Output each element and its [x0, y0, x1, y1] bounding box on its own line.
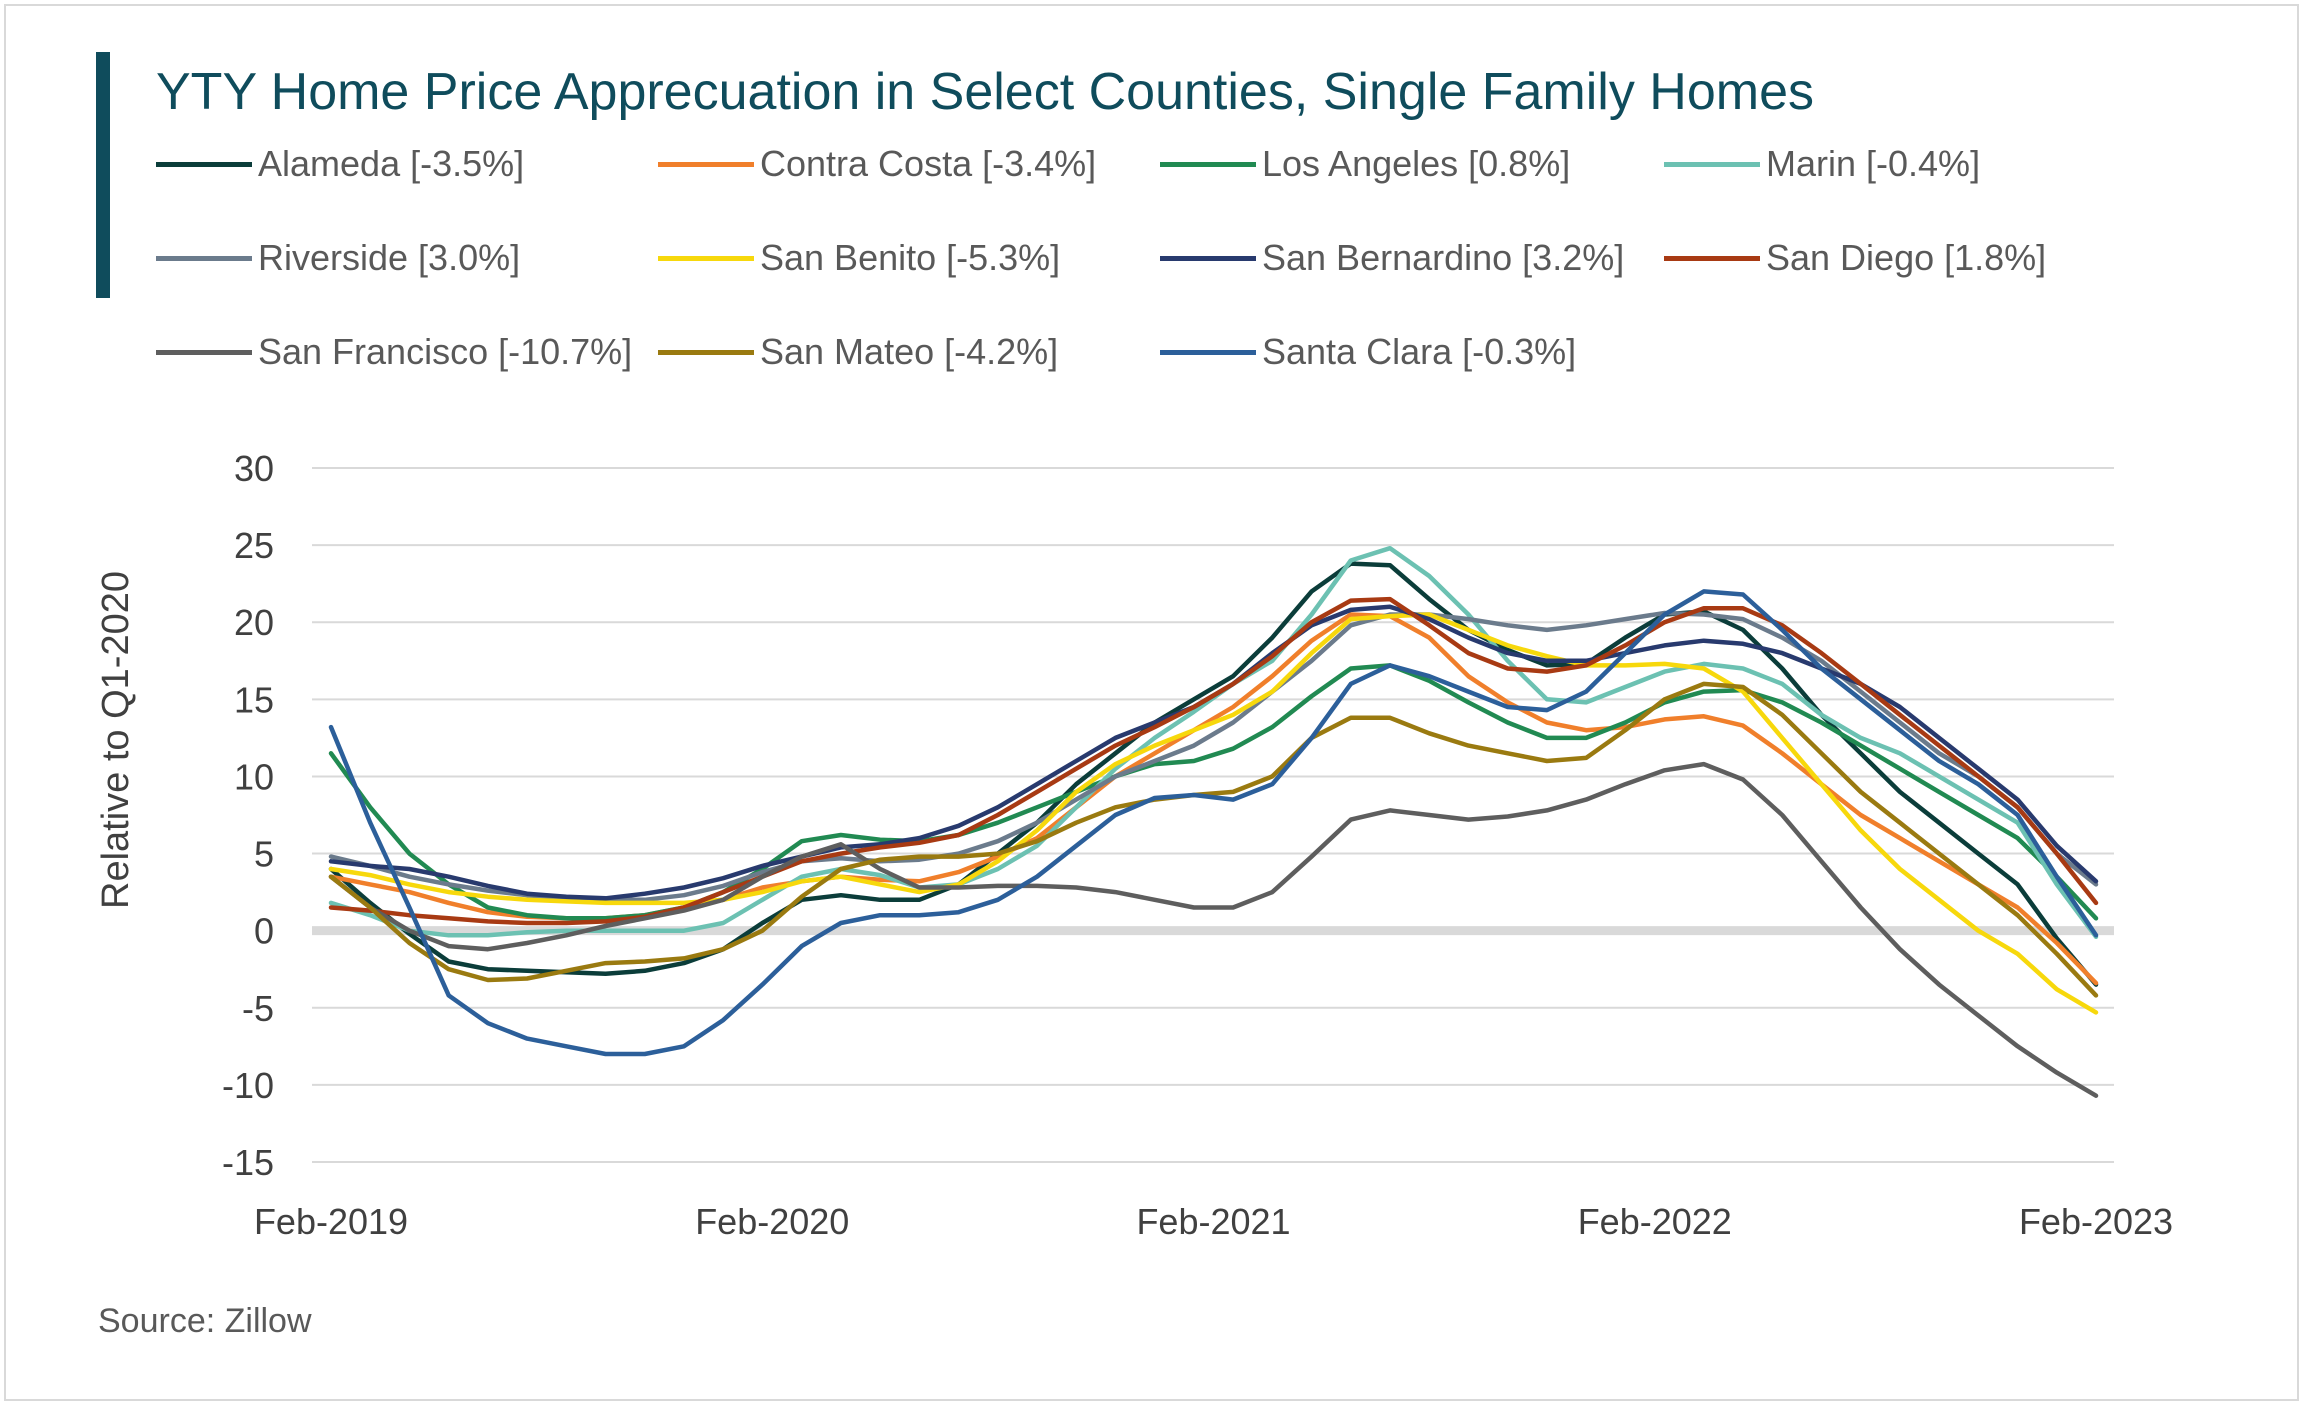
y-tick-label: 15 [234, 679, 274, 720]
y-tick-label: 30 [234, 448, 274, 489]
y-axis-ticks: 30 25 20 15 10 5 0 -5 -10 -15 [222, 448, 274, 1183]
legend-swatch [156, 161, 252, 167]
legend-item-san-francisco: San Francisco [-10.7%] [156, 328, 632, 376]
series-line-alameda [328, 561, 2099, 987]
series-line-san-francisco [328, 761, 2099, 1098]
x-tick-label: Feb-2023 [2019, 1201, 2173, 1242]
legend-label: Alameda [-3.5%] [258, 143, 525, 184]
x-axis-ticks: Feb-2019 Feb-2020 Feb-2021 Feb-2022 Feb-2023 [254, 1201, 2173, 1242]
y-tick-label: -10 [222, 1065, 274, 1106]
series-line-san-diego [328, 596, 2099, 926]
legend-item-san-diego: San Diego [1.8%] [1664, 234, 2046, 282]
legend-swatch [156, 349, 252, 355]
series-line-san-mateo [328, 681, 2099, 998]
legend-label: Contra Costa [-3.4%] [760, 143, 1097, 184]
legend-swatch [156, 255, 252, 261]
y-tick-label: 25 [234, 525, 274, 566]
legend-swatch [1160, 255, 1256, 261]
x-tick-label: Feb-2022 [1578, 1201, 1732, 1242]
legend-item-los-angeles: Los Angeles [0.8%] [1160, 140, 1570, 188]
legend-swatch [1160, 161, 1256, 167]
legend-swatch [1160, 349, 1256, 355]
legend-item-san-mateo: San Mateo [-4.2%] [658, 328, 1058, 376]
legend-item-riverside: Riverside [3.0%] [156, 234, 520, 282]
series-line-san-benito [328, 612, 2099, 1015]
series-line-los-angeles [328, 663, 2099, 921]
legend-label: Los Angeles [0.8%] [1262, 143, 1571, 184]
x-tick-label: Feb-2021 [1136, 1201, 1290, 1242]
legend-item-santa-clara: Santa Clara [-0.3%] [1160, 328, 1576, 376]
chart-title: YTY Home Price Apprecuation in Select Co… [156, 63, 1815, 121]
y-tick-label: 10 [234, 756, 274, 797]
y-tick-label: 20 [234, 602, 274, 643]
legend-label: San Diego [1.8%] [1766, 237, 2047, 278]
legend-swatch [1664, 161, 1760, 167]
legend-item-san-bernardino: San Bernardino [3.2%] [1160, 234, 1624, 282]
y-tick-label: -15 [222, 1142, 274, 1183]
chart-frame [4, 4, 2299, 1401]
legend-item-alameda: Alameda [-3.5%] [156, 140, 524, 188]
legend-item-contra-costa: Contra Costa [-3.4%] [658, 140, 1096, 188]
series-line-santa-clara [328, 589, 2099, 1057]
y-tick-label: -5 [242, 988, 274, 1029]
y-axis-title: Relative to Q1-2020 [95, 571, 137, 909]
legend-label: San Bernardino [3.2%] [1262, 237, 1625, 278]
series-line-marin [328, 545, 2099, 940]
y-tick-label: 0 [254, 911, 274, 952]
chart-legend: Alameda [-3.5%] Contra Costa [-3.4%] Los A… [156, 140, 2156, 440]
legend-label: Marin [-0.4%] [1766, 143, 1981, 184]
legend-item-san-benito: San Benito [-5.3%] [658, 234, 1060, 282]
legend-label: San Francisco [-10.7%] [258, 331, 633, 372]
legend-swatch [658, 255, 754, 261]
x-tick-label: Feb-2019 [254, 1201, 408, 1242]
title-accent-bar [96, 52, 110, 298]
x-tick-label: Feb-2020 [695, 1201, 849, 1242]
legend-swatch [658, 349, 754, 355]
legend-label: San Benito [-5.3%] [760, 237, 1061, 278]
legend-label: Santa Clara [-0.3%] [1262, 331, 1577, 372]
legend-label: San Mateo [-4.2%] [760, 331, 1059, 372]
legend-item-marin: Marin [-0.4%] [1664, 140, 1980, 188]
legend-swatch [1664, 255, 1760, 261]
series-lines [328, 545, 2099, 1098]
y-tick-label: 5 [254, 834, 274, 875]
source-note: Source: Zillow [98, 1302, 312, 1340]
gridlines [312, 467, 2114, 1163]
legend-swatch [658, 161, 754, 167]
legend-label: Riverside [3.0%] [258, 237, 521, 278]
